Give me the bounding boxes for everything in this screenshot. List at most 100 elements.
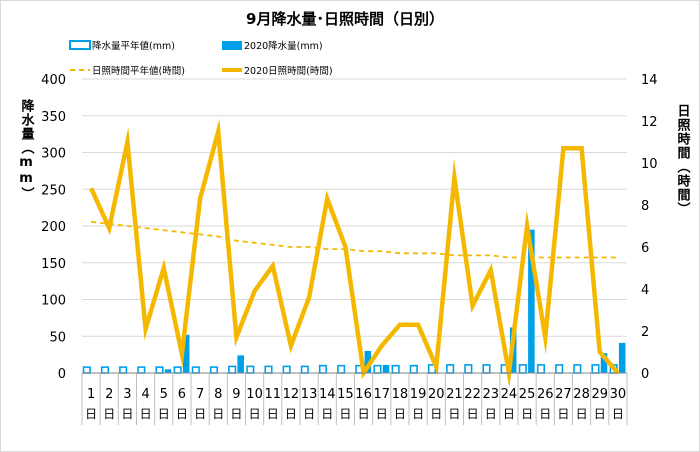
x-tick-suffix: 日: [303, 407, 315, 421]
x-tick-label: 9: [232, 387, 240, 402]
bar-normal-rain: [209, 366, 219, 374]
bar-normal-rain: [119, 366, 128, 374]
x-tick-label: 13: [301, 387, 318, 402]
x-tick-label: 6: [178, 387, 186, 402]
bar-normal-rain: [391, 364, 400, 374]
legend: 降水量平年値(mm) 2020降水量(mm) 日照時間平年値(時間) 2020日…: [69, 40, 333, 77]
x-tick-label: 2: [105, 387, 113, 402]
x-tick-label: 16: [355, 387, 372, 402]
bar-2020-rain: [164, 369, 172, 373]
bar-normal-rain: [446, 364, 455, 374]
left-axis-ticks: 0 50 100 150 200 250 300 350 400: [41, 73, 66, 382]
x-tick-suffix: 日: [412, 407, 424, 421]
bar-2020-rain: [237, 355, 244, 373]
left-tick-label: 50: [49, 330, 66, 345]
x-tick-label: 21: [446, 387, 463, 402]
bar-normal-rain: [228, 365, 237, 374]
legend-label-2020-sunshine: 2020日照時間(時間): [244, 66, 333, 77]
left-tick-label: 250: [41, 183, 66, 198]
right-axis-ticks: 0 2 4 6 8 10 12 14: [641, 73, 658, 382]
bar-normal-rain: [373, 364, 382, 374]
left-axis-title: 降水量（mm）: [19, 98, 36, 201]
x-tick-suffix: 日: [140, 407, 152, 421]
x-tick-suffix: 日: [103, 407, 115, 421]
right-axis-title: 日照時間（時間）: [675, 104, 692, 216]
x-tick-suffix: 日: [612, 407, 624, 421]
legend-label-normal-rain: 降水量平年値(mm): [92, 40, 175, 52]
left-tick-label: 200: [41, 220, 66, 235]
bar-normal-rain: [191, 366, 200, 374]
x-tick-label: 11: [264, 387, 281, 402]
x-tick-suffix: 日: [394, 407, 406, 421]
x-tick-suffix: 日: [557, 407, 569, 421]
bar-normal-rain: [82, 366, 91, 374]
bar-normal-rain: [155, 366, 164, 374]
x-tick-suffix: 日: [285, 407, 297, 421]
bar-normal-rain: [264, 365, 273, 374]
bar-normal-rain: [573, 364, 582, 374]
bar-normal-rain: [464, 364, 473, 374]
bar-normal-rain: [591, 364, 600, 374]
x-tick-label: 1: [87, 387, 95, 402]
x-tick-suffix: 日: [212, 407, 224, 421]
bar-2020-rain: [382, 364, 390, 373]
x-tick-suffix: 日: [503, 407, 515, 421]
x-tick-label: 3: [123, 387, 131, 402]
x-tick-suffix: 日: [339, 407, 351, 421]
x-tick-label: 7: [196, 387, 204, 402]
right-tick-label: 2: [641, 325, 649, 340]
x-tick-suffix: 日: [249, 407, 261, 421]
x-tick-label: 20: [428, 387, 445, 402]
x-tick-label: 15: [337, 387, 354, 402]
x-tick-label: 4: [141, 387, 149, 402]
right-tick-label: 4: [641, 283, 649, 298]
bar-normal-rain: [409, 364, 418, 374]
x-tick-label: 27: [555, 387, 572, 402]
bar-normal-rain: [518, 364, 527, 374]
line-2020-sunshine: [89, 118, 620, 389]
bar-normal-rain: [100, 366, 110, 374]
x-axis-labels: 1日2日3日4日5日6日7日8日9日10日11日12日13日14日15日16日1…: [81, 373, 628, 425]
bar-normal-rain: [300, 365, 309, 374]
right-tick-label: 10: [641, 157, 658, 172]
right-tick-label: 6: [641, 241, 649, 256]
x-tick-label: 10: [246, 387, 263, 402]
x-tick-label: 22: [464, 387, 481, 402]
x-tick-label: 17: [373, 387, 390, 402]
bar-2020-rain: [182, 334, 190, 373]
lines: [89, 118, 620, 389]
x-tick-label: 19: [410, 387, 427, 402]
left-tick-label: 400: [41, 73, 66, 88]
bar-2020-rain: [618, 342, 626, 373]
right-tick-label: 12: [641, 115, 658, 130]
legend-marker-2020-rain: [222, 41, 242, 50]
legend-label-2020-rain: 2020降水量(mm): [244, 40, 323, 52]
right-tick-label: 14: [641, 73, 658, 88]
legend-marker-normal-rain: [69, 40, 91, 50]
left-tick-label: 0: [58, 367, 66, 382]
x-tick-suffix: 日: [267, 407, 279, 421]
bar-normal-rain: [318, 364, 328, 374]
bar-2020-rain: [600, 353, 608, 373]
x-tick-suffix: 日: [358, 407, 370, 421]
left-tick-label: 350: [41, 110, 66, 125]
bar-2020-rain: [364, 350, 372, 373]
x-tick-suffix: 日: [467, 407, 479, 421]
x-tick-suffix: 日: [521, 407, 533, 421]
x-tick-suffix: 日: [485, 407, 497, 421]
left-tick-label: 300: [41, 147, 66, 162]
x-tick-label: 24: [501, 387, 518, 402]
bar-normal-rain: [173, 366, 182, 374]
bar-normal-rain: [137, 366, 146, 374]
x-tick-suffix: 日: [85, 407, 97, 421]
bar-normal-rain: [246, 365, 255, 374]
bar-2020-rain: [528, 229, 535, 373]
chart-title: 9月降水量･日照時間（日別）: [246, 10, 444, 28]
x-tick-label: 8: [214, 387, 222, 402]
x-tick-label: 23: [482, 387, 499, 402]
x-tick-suffix: 日: [576, 407, 588, 421]
x-tick-suffix: 日: [194, 407, 206, 421]
x-tick-label: 18: [392, 387, 409, 402]
legend-label-normal-sunshine: 日照時間平年値(時間): [92, 65, 185, 77]
